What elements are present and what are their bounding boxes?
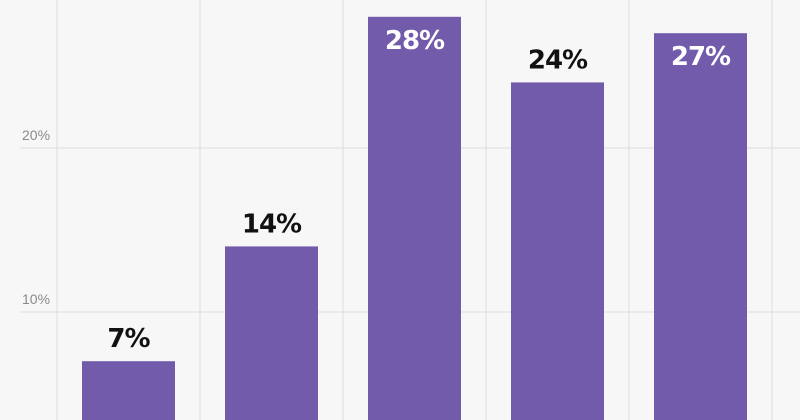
bar bbox=[368, 16, 461, 420]
bar bbox=[511, 82, 604, 420]
data-label: 27% bbox=[671, 42, 731, 72]
y-tick-label: 10% bbox=[22, 291, 50, 307]
data-label: 24% bbox=[528, 45, 588, 75]
y-tick-label: 20% bbox=[22, 127, 50, 143]
bars bbox=[82, 16, 747, 420]
data-label: 28% bbox=[385, 26, 445, 56]
bar bbox=[82, 361, 175, 420]
bar bbox=[225, 246, 318, 420]
y-axis-ticks: 10% 20% bbox=[22, 127, 50, 307]
data-label: 14% bbox=[242, 209, 302, 239]
bar bbox=[654, 33, 747, 420]
data-labels: 7% 14% 28% 24% 27% bbox=[107, 26, 732, 354]
data-label: 7% bbox=[107, 324, 150, 354]
